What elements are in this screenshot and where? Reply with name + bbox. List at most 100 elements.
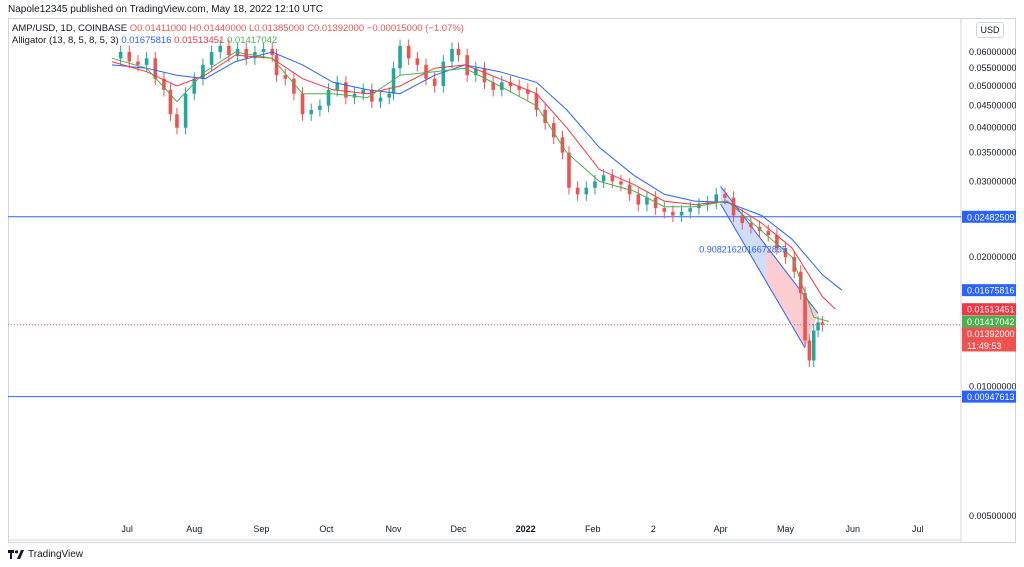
y-tick-label: 0.02000000 [969,252,1016,262]
candle-body [292,78,296,94]
candle-body [415,58,420,65]
y-tick-label: 0.03500000 [969,148,1016,158]
candle-body [671,211,675,216]
currency-button[interactable]: USD [976,22,1004,38]
level-price-label: 0.00947613 [967,392,1015,402]
candle-body [162,78,166,90]
candle-body [783,248,788,258]
candle-body [749,223,753,228]
candle-body [192,78,197,94]
price-chart[interactable]: 0.06000000 0.05500000 0.05000000 0.04500000… [8,18,1016,543]
x-tick-label: Jun [845,524,860,534]
candle-body [567,152,571,188]
indicator-price-label: 0.01675816 [967,286,1015,296]
candle-body [491,82,495,90]
candle-body [482,68,487,83]
candle-body [387,93,391,98]
x-tick-label: 2022 [516,524,536,534]
brand-label: TradingView [28,549,84,560]
level-price-label-bg [962,210,1016,223]
indicator-price-label-bg [962,284,1016,297]
candle-body [723,194,727,198]
candle-body [645,197,649,205]
low-value: L0.01385000 [248,23,305,34]
candle-body [424,64,428,79]
alligator-legend[interactable]: Alligator (13, 8, 5, 8, 5, 3) 0.01675816… [12,35,277,46]
candle-body [127,52,132,62]
candle-body [283,75,288,79]
candle-body [714,194,719,203]
candle-body [508,82,513,87]
candle-body [209,52,214,65]
candle-body [688,208,693,212]
candle-body [352,93,357,98]
candle-body [636,194,641,205]
candle-body [441,61,446,87]
candle-body [662,208,667,212]
candle-body [816,322,820,331]
y-tick-label: 0.05500000 [969,63,1016,73]
candle-body [183,93,188,128]
candle-body [450,48,454,62]
candle-body [534,93,539,110]
candle-body [653,197,658,209]
candle-body [575,187,580,195]
open-value: O0.01411000 [129,23,187,34]
candle-body [775,235,779,249]
candle-body [335,82,340,90]
candle-body [820,322,825,325]
candle-body [344,82,348,98]
indicator-price-label: 0.01392000 [967,329,1015,339]
candle-body [370,89,374,102]
candle-body [474,68,478,76]
channel-ratio-annotation: 0.9082162016672855 [699,245,787,255]
candle-body [118,52,123,59]
candle-body [500,82,504,90]
level-price-label: 0.02482509 [967,212,1015,222]
candle-body [153,58,158,79]
alligator-label: Alligator (13, 8, 5, 8, 5, 3) [12,35,119,46]
teeth-value: 0.01513451 [174,35,225,46]
x-tick-label: Feb [585,524,601,534]
footer-brand[interactable]: TradingView [8,549,83,560]
candle-body [803,293,807,341]
candle-body [168,89,173,115]
x-tick-label: Nov [386,524,403,534]
candle-body [378,97,383,102]
level-price-label-bg [962,390,1016,403]
chart-frame [8,18,1016,543]
candle-body [517,86,521,90]
y-tick-label: 0.00500000 [969,511,1016,521]
x-tick-label: Dec [451,524,468,534]
channel-lower-line [720,203,806,349]
x-tick-label: May [777,524,795,534]
x-tick-label: Oct [319,524,334,534]
indicator-price-label-bg [962,303,1016,316]
x-tick-label: Aug [186,524,202,534]
candle-body [201,64,205,79]
tradingview-logo-icon [8,550,24,559]
alligator-lips-line [111,51,830,322]
candle-body [136,61,140,65]
candle-body [391,68,396,94]
candle-body [361,89,366,94]
candle-body [811,330,816,361]
y-tick-label: 0.05000000 [969,81,1016,91]
lips-value: 0.01417042 [227,35,278,46]
candle-body [300,93,305,115]
candle-body [526,89,530,94]
candle-body [144,58,149,65]
indicator-price-label-bg [962,327,1016,352]
candle-body [406,45,411,59]
candle-body [175,114,179,128]
x-tick-label: 2 [651,524,656,534]
candle-body [584,187,589,195]
indicator-price-label-bg [962,315,1016,328]
x-tick-label: Sep [253,524,269,534]
alligator-teeth-line [111,54,836,310]
x-tick-label: Jul [912,524,924,534]
y-tick-label: 0.03000000 [969,176,1016,186]
candle-body [807,340,812,361]
candle-body [543,109,547,124]
y-tick-label: 0.06000000 [969,47,1016,57]
